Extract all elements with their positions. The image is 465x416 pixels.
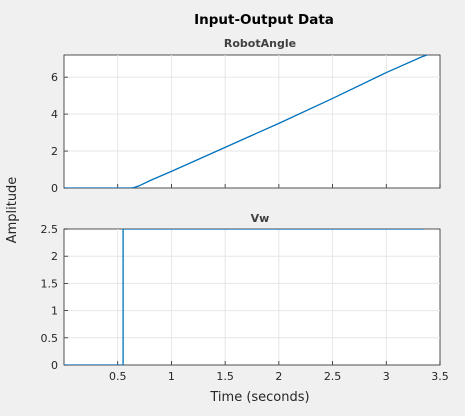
- robotangle-y-tick-label: 0: [51, 182, 58, 195]
- vw-y-tick-label: 1: [51, 305, 58, 318]
- vw-axes: Vw 0.5 1 1.5 2 2.5 3 3.5 0 0.5 1 1.5 2 2.5: [41, 212, 449, 383]
- vw-subplot-title: Vw: [251, 212, 270, 225]
- vw-ticks: 0.5 1 1.5 2 2.5 3 3.5 0 0.5 1 1.5 2 2.5: [41, 223, 449, 383]
- robotangle-y-tick-label: 6: [51, 71, 58, 84]
- vw-x-tick-label: 2.5: [324, 370, 342, 383]
- figure-xlabel: Time (seconds): [209, 390, 309, 405]
- vw-x-tick-label: 2: [275, 370, 282, 383]
- vw-y-tick-label: 2.5: [41, 223, 59, 236]
- vw-y-tick-label: 1.5: [41, 277, 59, 290]
- robotangle-lines: [64, 55, 429, 188]
- vw-y-tick-label: 0.5: [41, 332, 59, 345]
- vw-plot-area: [63, 228, 441, 366]
- robotangle-axes: RobotAngle 0 2 4 6: [51, 37, 441, 195]
- vw-x-tick-label: 1.5: [216, 370, 234, 383]
- robotangle-y-tick-label: 4: [51, 108, 58, 121]
- robotangle-subplot-title: RobotAngle: [224, 37, 296, 50]
- figure-ylabel: Amplitude: [5, 177, 20, 244]
- vw-series-line: [64, 229, 424, 365]
- robotangle-ticks: 0 2 4 6: [51, 71, 441, 195]
- robotangle-plot-area: [63, 54, 441, 189]
- robotangle-series-line: [64, 55, 429, 188]
- vw-lines: [64, 229, 424, 365]
- vw-x-tick-label: 1: [168, 370, 175, 383]
- vw-grid: [64, 229, 440, 365]
- figure-title: Input-Output Data: [194, 12, 334, 28]
- vw-x-tick-label: 0.5: [109, 370, 127, 383]
- vw-y-tick-label: 0: [51, 359, 58, 372]
- vw-x-tick-label: 3.5: [431, 370, 449, 383]
- vw-y-tick-label: 2: [51, 250, 58, 263]
- vw-x-tick-label: 3: [383, 370, 390, 383]
- robotangle-y-tick-label: 2: [51, 145, 58, 158]
